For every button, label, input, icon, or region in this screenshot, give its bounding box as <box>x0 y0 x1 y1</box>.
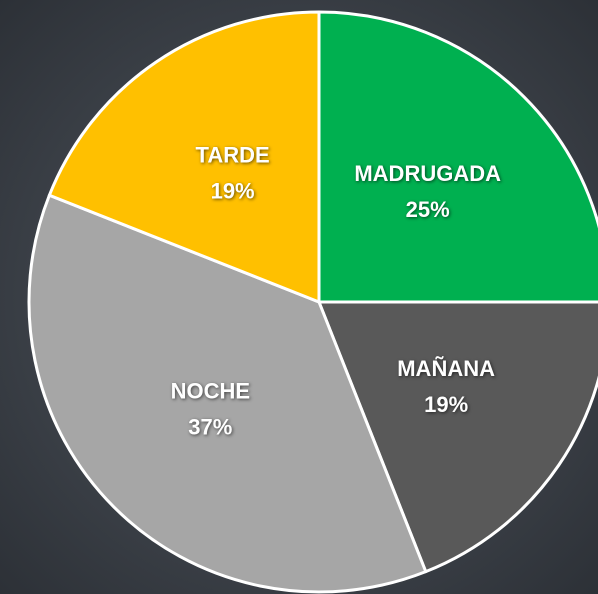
slice-label: TARDE <box>196 143 270 168</box>
pie-slice <box>47 10 321 304</box>
value-label: 19% <box>424 392 468 417</box>
slice-label: MAÑANA <box>397 356 495 381</box>
pie-slice <box>317 10 598 304</box>
pie-slice <box>317 300 598 574</box>
value-label: 37% <box>188 414 232 439</box>
pie-slice <box>27 193 428 594</box>
slice-label: MADRUGADA <box>354 161 501 186</box>
slice-label: NOCHE <box>171 378 250 403</box>
value-label: 25% <box>406 197 450 222</box>
value-label: 19% <box>211 179 255 204</box>
